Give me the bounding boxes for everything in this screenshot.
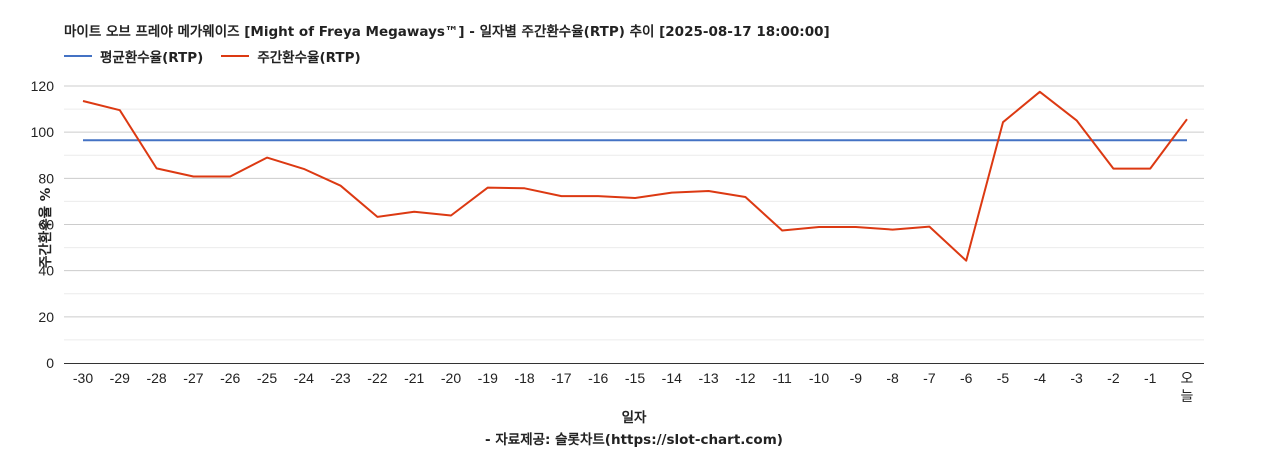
x-tick-label: -19 — [478, 370, 498, 386]
x-tick-label: -18 — [514, 370, 534, 386]
x-tick-label: -25 — [257, 370, 277, 386]
y-axis-title: 주간환수율 % — [38, 187, 54, 268]
x-tick-label: -7 — [923, 370, 936, 386]
legend-item-average-rtp[interactable]: 평균환수율(RTP) — [64, 46, 203, 66]
x-tick-label: -22 — [367, 370, 387, 386]
legend-item-weekly-rtp[interactable]: 주간환수율(RTP) — [221, 46, 361, 66]
x-tick-label: -3 — [1070, 370, 1083, 386]
x-tick-label: -6 — [960, 370, 973, 386]
x-tick-label: -26 — [220, 370, 240, 386]
legend: 평균환수율(RTP) 주간환수율(RTP) — [64, 46, 361, 66]
y-tick-label: 60 — [38, 217, 54, 233]
x-tick-label: -28 — [146, 370, 166, 386]
x-tick-label: -5 — [997, 370, 1010, 386]
tick-labels: 0 20 40 60 80 100 120 -30 -29 -28 -27 -26 -25 -24 -23 -… — [31, 78, 1194, 404]
x-tick-label: -24 — [294, 370, 314, 386]
source-note: - 자료제공: 슬롯차트(https://slot-chart.com) — [485, 432, 783, 448]
x-tick-label: -10 — [809, 370, 829, 386]
x-tick-label: -29 — [110, 370, 130, 386]
x-tick-label: -12 — [735, 370, 755, 386]
x-tick-label: -30 — [73, 370, 93, 386]
legend-label-weekly-rtp: 주간환수율(RTP) — [257, 50, 361, 66]
x-tick-label: -27 — [183, 370, 203, 386]
series-line-weekly-rtp[interactable] — [82, 90, 1188, 262]
x-tick-label: -1 — [1144, 370, 1157, 386]
y-tick-label: 100 — [31, 124, 55, 140]
x-tick-label: -13 — [698, 370, 718, 386]
x-tick-label: -9 — [850, 370, 863, 386]
legend-label-average-rtp: 평균환수율(RTP) — [100, 50, 204, 66]
x-tick-label: -17 — [551, 370, 571, 386]
series — [82, 90, 1188, 262]
legend-swatch-weekly-rtp — [221, 55, 250, 57]
x-tick-label: -4 — [1034, 370, 1047, 386]
x-tick-label: -21 — [404, 370, 424, 386]
x-tick-label: -23 — [330, 370, 350, 386]
y-tick-label: 0 — [46, 355, 54, 371]
gridlines — [64, 85, 1204, 341]
x-tick-label: -2 — [1107, 370, 1120, 386]
x-tick-label: -20 — [441, 370, 461, 386]
y-tick-label: 20 — [38, 309, 54, 325]
y-tick-label: 80 — [38, 170, 54, 186]
x-tick-label: -14 — [662, 370, 682, 386]
x-axis-title: 일자 — [621, 410, 647, 426]
chart-title: 마이트 오브 프레야 메가웨이즈 [Might of Freya Megaway… — [64, 24, 830, 40]
x-tick-label: -11 — [773, 370, 792, 386]
y-tick-label: 40 — [38, 263, 54, 279]
x-tick-label: -15 — [625, 370, 645, 386]
x-tick-label: -8 — [886, 370, 899, 386]
x-tick-label: -16 — [588, 370, 608, 386]
y-tick-label: 120 — [31, 78, 55, 94]
legend-swatch-average-rtp — [64, 55, 92, 57]
